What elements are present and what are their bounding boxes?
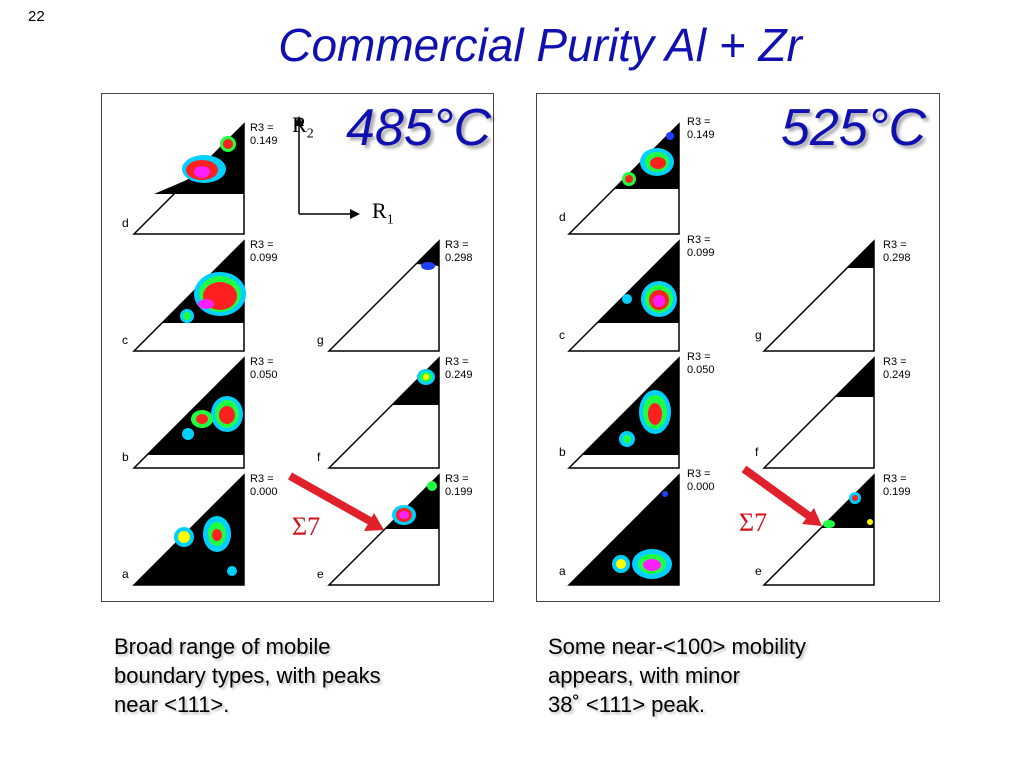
triangle-b [132,356,245,469]
triangle-letter: g [755,328,762,342]
r3-label: R3 = 0.099 [250,239,278,265]
r1-label: R1 [372,198,394,228]
triangle-f [327,356,440,469]
triangle-letter: b [122,450,129,464]
r3-label-line1: R3 = [250,473,274,485]
caption-line: 38˚ <111> peak. [548,692,705,717]
r3-label: R3 = 0.149 [250,122,278,148]
r3-label: R3 = 0.149 [687,116,715,142]
triangle-letter: a [122,567,129,581]
r3-label-line1: R3 = [883,356,907,368]
triangle-letter: f [317,450,321,464]
r3-label: R3 = 0.000 [250,473,278,499]
r3-value: 0.099 [250,252,278,264]
r3-label-line1: R3 = [687,468,711,480]
caption-line: appears, with minor [548,663,740,688]
triangle-letter: c [559,328,565,342]
r3-value: 0.149 [687,129,715,141]
triangle-c [132,239,246,352]
sigma7-label: Σ7 [739,508,768,537]
r3-label-line1: R3 = [250,239,274,251]
r3-label-line1: R3 = [883,473,907,485]
r3-label-line1: R3 = [250,356,274,368]
page-title: Commercial Purity Al + Zr [278,19,802,71]
left-triangles-svg [132,116,440,586]
r2-label: R2 [292,112,314,142]
triangle-letter: b [559,445,566,459]
sigma7-arrow [741,465,822,526]
r2-subscript: 2 [306,126,314,142]
left-caption: Broad range of mobile boundary types, wi… [114,632,381,719]
triangle-b [567,356,680,469]
triangle-c [567,239,680,352]
caption-line: Broad range of mobile [114,634,331,659]
r3-label-line1: R3 = [445,356,469,368]
r3-value: 0.050 [250,369,278,381]
r3-label: R3 = 0.000 [687,468,715,494]
triangle-letter: a [559,564,566,578]
r3-label-line1: R3 = [687,116,711,128]
r3-label-line1: R3 = [250,122,274,134]
r1-letter: R [372,198,387,223]
triangle-g [327,239,440,352]
r3-value: 0.050 [687,364,715,376]
r1-subscript: 1 [386,212,394,228]
sigma7-arrow [288,472,384,531]
r3-value: 0.000 [687,481,715,493]
triangle-letter: e [755,564,762,578]
r3-label-line1: R3 = [445,473,469,485]
r3-label: R3 = 0.050 [250,356,278,382]
triangle-a [567,473,680,586]
r3-value: 0.298 [883,252,911,264]
sigma7-label: Σ7 [292,512,321,541]
r3-value: 0.149 [250,135,278,147]
triangle-a [132,473,245,586]
r3-value: 0.298 [445,252,473,264]
triangle-letter: d [559,210,566,224]
triangle-letter: g [317,333,324,347]
temperature-label: 485°C [346,99,492,157]
r3-label: R3 = 0.099 [687,234,715,260]
triangle-e [762,473,875,586]
slide-number: 22 [28,8,45,25]
r3-label-line1: R3 = [445,239,469,251]
right-figure-panel: R3 = 0.149 d R3 = 0.099 c R3 = 0.050 b R… [536,93,940,602]
r3-label: R3 = 0.298 [445,239,473,265]
r3-value: 0.199 [883,486,911,498]
right-triangles-svg [567,122,875,586]
r3-label: R3 = 0.199 [883,473,911,499]
right-caption: Some near-<100> mobility appears, with m… [548,632,806,719]
temperature-label: 525°C [781,99,927,157]
r3-label-line1: R3 = [687,351,711,363]
r3-label-line1: R3 = [687,234,711,246]
r3-label-line1: R3 = [883,239,907,251]
r1-r2-axes [294,116,360,219]
triangle-letter: c [122,333,128,347]
triangle-d [567,122,680,235]
r3-value: 0.199 [445,486,473,498]
r3-value: 0.099 [687,247,715,259]
r3-label: R3 = 0.199 [445,473,473,499]
r3-label: R3 = 0.050 [687,351,715,377]
r3-label: R3 = 0.249 [883,356,911,382]
caption-line: Some near-<100> mobility [548,634,807,659]
left-figure-panel: R3 = 0.149 d R3 = 0.099 c R3 = 0.050 b R… [101,93,494,602]
caption-line: near <111>. [114,692,230,717]
r3-value: 0.249 [445,369,473,381]
triangle-g [762,239,875,352]
triangle-d [132,122,245,235]
r3-value: 0.000 [250,486,278,498]
r3-label: R3 = 0.298 [883,239,911,265]
r2-letter: R [292,112,307,137]
triangle-letter: f [755,445,759,459]
triangle-f [762,356,875,469]
triangle-letter: e [317,567,324,581]
r3-label: R3 = 0.249 [445,356,473,382]
triangle-letter: d [122,216,129,230]
r3-value: 0.249 [883,369,911,381]
caption-line: boundary types, with peaks [114,663,381,688]
